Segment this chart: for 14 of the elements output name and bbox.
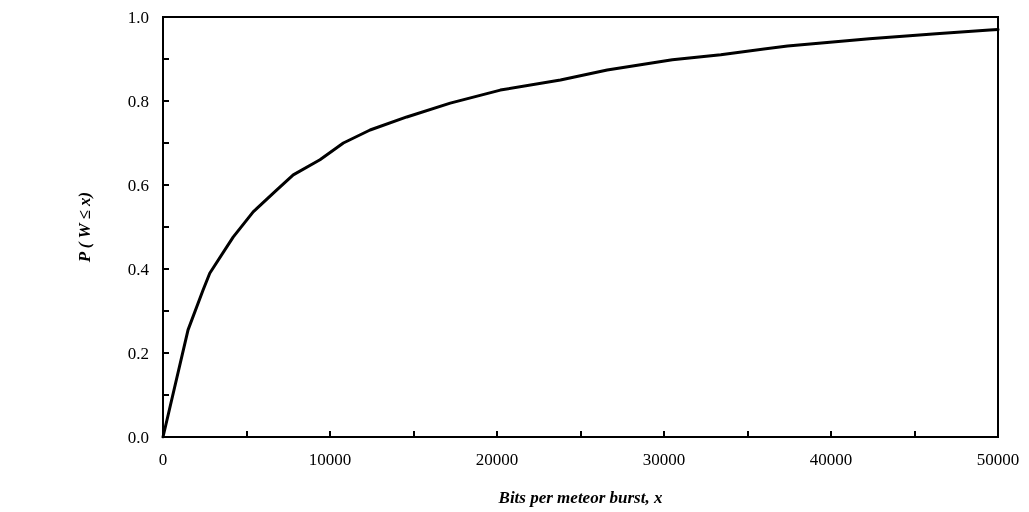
x-axis-title: Bits per meteor burst, x [497, 488, 663, 507]
y-tick-label: 0.0 [127, 427, 149, 447]
y-tick-label: 1.0 [127, 7, 149, 27]
x-tick-label: 10000 [308, 450, 352, 469]
y-tick-label: 0.2 [127, 343, 149, 363]
y-tick-label: 0.8 [127, 91, 149, 111]
x-tick-label: 20000 [475, 450, 519, 469]
y-tick-label: 0.4 [127, 259, 150, 279]
y-axis-title: P ( W ≤ x) [75, 191, 94, 264]
x-tick-label: 40000 [809, 450, 853, 469]
x-tick-label: 30000 [642, 450, 686, 469]
x-tick-label: 0 [158, 450, 168, 469]
x-tick-label: 50000 [976, 450, 1020, 469]
y-tick-label: 0.6 [127, 175, 149, 195]
